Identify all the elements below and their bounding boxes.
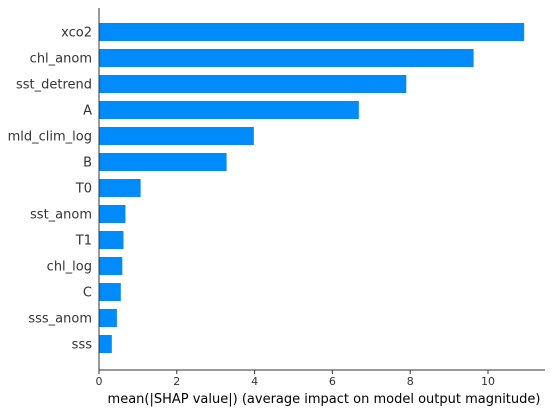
category-label-chl_anom: chl_anom <box>30 52 92 67</box>
category-label-sst_detrend: sst_detrend <box>16 78 92 93</box>
category-label-chl_log: chl_log <box>47 260 92 275</box>
x-tick-label-8: 8 <box>407 375 414 388</box>
category-label-C: C <box>83 286 92 301</box>
bar-C <box>99 283 121 301</box>
category-label-sss: sss <box>72 338 93 353</box>
x-tick-label-10: 10 <box>481 375 495 388</box>
bar-T1 <box>99 231 124 249</box>
x-axis-title: mean(|SHAP value|) (average impact on mo… <box>108 392 541 407</box>
x-tick-label-6: 6 <box>329 375 336 388</box>
category-label-xco2: xco2 <box>61 26 92 41</box>
bar-T0 <box>99 179 141 197</box>
bar-mld_clim_log <box>99 127 254 145</box>
category-label-A: A <box>83 104 92 119</box>
bars-group <box>99 23 525 353</box>
x-tick-label-2: 2 <box>173 375 180 388</box>
bar-sss <box>99 335 112 353</box>
category-label-sss_anom: sss_anom <box>28 312 92 327</box>
x-ticks-group: 0 2 4 6 8 10 <box>96 370 495 388</box>
category-label-B: B <box>83 156 92 171</box>
category-label-T1: T1 <box>75 234 92 249</box>
bar-sst_detrend <box>99 75 407 93</box>
category-label-sst_anom: sst_anom <box>30 208 92 223</box>
bar-sst_anom <box>99 205 126 223</box>
x-tick-label-0: 0 <box>96 375 103 388</box>
bar-xco2 <box>99 23 525 41</box>
bar-chl_anom <box>99 49 474 67</box>
x-tick-label-4: 4 <box>251 375 258 388</box>
bar-B <box>99 153 227 171</box>
bar-A <box>99 101 359 119</box>
category-label-mld_clim_log: mld_clim_log <box>8 130 92 145</box>
bar-sss_anom <box>99 309 117 327</box>
bar-chl_log <box>99 257 123 275</box>
category-label-T0: T0 <box>75 182 92 197</box>
